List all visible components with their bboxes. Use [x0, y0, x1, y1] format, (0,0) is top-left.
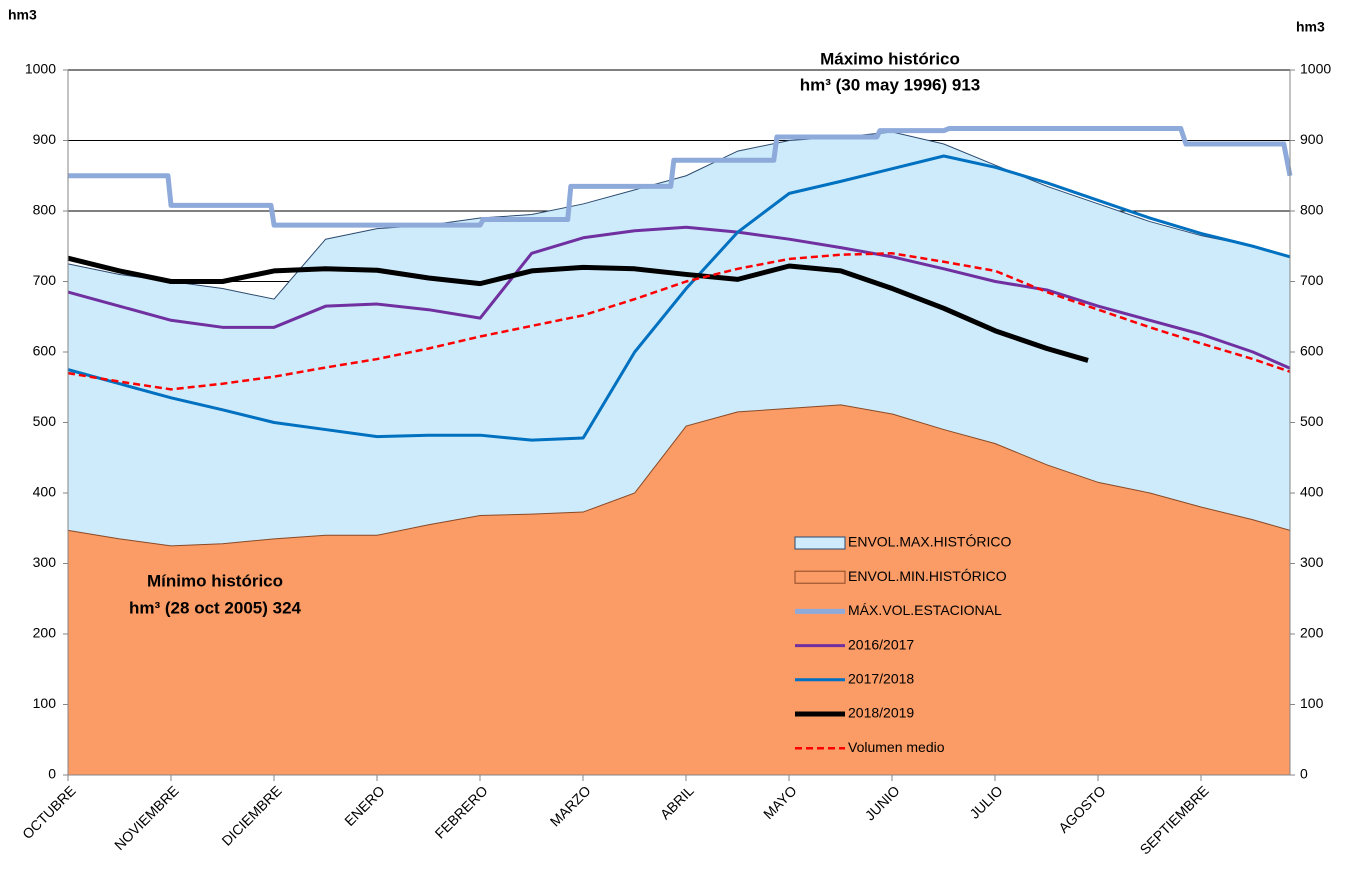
x-tick-label: AGOSTO	[1055, 782, 1109, 836]
y2-tick-label: 300	[1300, 554, 1324, 570]
y-tick-label: 100	[33, 695, 57, 711]
y2-tick-label: 0	[1300, 766, 1308, 782]
line	[68, 126, 1293, 228]
y-tick-label: 400	[33, 484, 57, 500]
area-edge	[67, 131, 1291, 300]
y-tick-label: 300	[33, 554, 57, 570]
x-tick-label: ENERO	[341, 782, 388, 829]
x-tick-label: JUNIO	[862, 782, 903, 823]
legend-swatch	[794, 570, 846, 584]
y-tick-label: 800	[33, 202, 57, 218]
line	[67, 252, 1291, 391]
x-tick-label: SEPTIEMBRE	[1137, 782, 1212, 857]
legend-swatch	[794, 536, 846, 550]
y2-tick-label: 800	[1300, 202, 1324, 218]
x-tick-label: MAYO	[760, 782, 800, 822]
y-tick-label: 900	[33, 131, 57, 147]
x-tick-label: NOVIEMBRE	[111, 782, 182, 853]
legend-label: 2018/2019	[848, 705, 914, 721]
legend-label: ENVOL.MAX.HISTÓRICO	[848, 534, 1011, 550]
line	[67, 154, 1291, 442]
legend-label: ENVOL.MIN.HISTÓRICO	[848, 568, 1007, 584]
legend-label: 2016/2017	[848, 636, 914, 652]
annotation: hm³ (30 may 1996) 913	[800, 75, 981, 94]
legend-label: MÁX.VOL.ESTACIONAL	[848, 602, 1002, 618]
x-tick-label: MARZO	[547, 782, 594, 829]
x-tick-label: DICIEMBRE	[218, 782, 284, 848]
y-tick-label: 1000	[25, 61, 56, 77]
y2-tick-label: 1000	[1300, 61, 1331, 77]
y-tick-label: 0	[48, 766, 56, 782]
y2-tick-label: 700	[1300, 272, 1324, 288]
y2-axis-label: hm3	[1296, 19, 1325, 35]
y2-tick-label: 100	[1300, 695, 1324, 711]
line	[67, 255, 1089, 363]
y2-tick-label: 400	[1300, 484, 1324, 500]
y2-tick-label: 500	[1300, 413, 1324, 429]
line	[67, 225, 1291, 370]
x-tick-label: FEBRERO	[432, 782, 491, 841]
x-tick-label: OCTUBRE	[19, 782, 79, 842]
area	[68, 404, 1290, 775]
y-tick-label: 500	[33, 413, 57, 429]
y2-tick-label: 900	[1300, 131, 1324, 147]
y-axis-label: hm3	[8, 7, 37, 23]
area-edge	[67, 404, 1291, 547]
y2-tick-label: 200	[1300, 625, 1324, 641]
x-tick-label: JULIO	[966, 782, 1005, 821]
y-tick-label: 200	[33, 625, 57, 641]
legend-label: Volumen medio	[848, 739, 945, 755]
plot	[67, 126, 1293, 776]
y-tick-label: 700	[33, 272, 57, 288]
x-tick-label: ABRIL	[657, 782, 697, 822]
annotation: hm³ (28 oct 2005) 324	[129, 598, 302, 617]
legend-label: 2017/2018	[848, 671, 914, 687]
y-tick-label: 600	[33, 343, 57, 359]
annotation: Mínimo histórico	[147, 571, 283, 590]
annotation: Máximo histórico	[820, 49, 960, 68]
y2-tick-label: 600	[1300, 343, 1324, 359]
